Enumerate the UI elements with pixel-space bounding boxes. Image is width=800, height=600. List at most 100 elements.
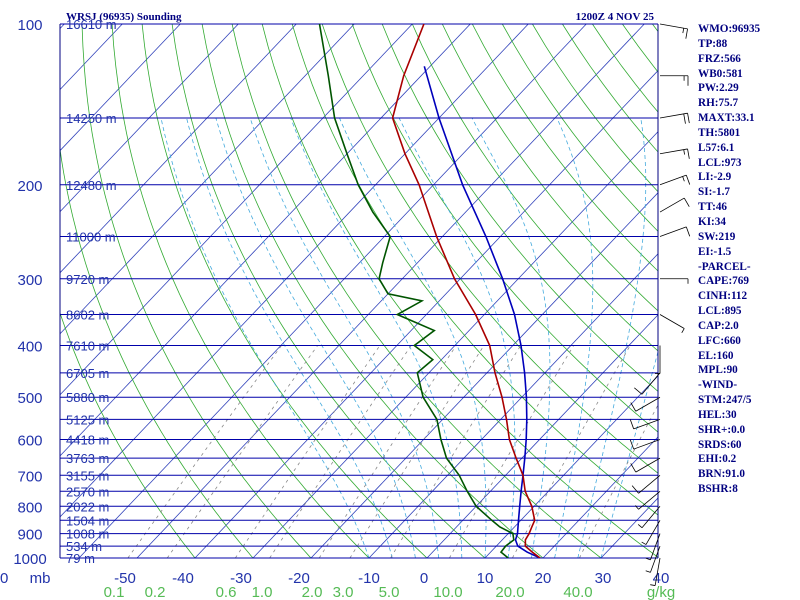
mixing-ratio-line bbox=[269, 345, 412, 558]
temperature-profile-line bbox=[391, 24, 541, 558]
height-label: 12480 m bbox=[66, 178, 117, 193]
index-line: LCL:973 bbox=[698, 156, 742, 169]
height-label: 534 m bbox=[66, 539, 102, 554]
mixing-ratio-label: 0.1 bbox=[104, 584, 125, 600]
wind-barb-half-flag bbox=[682, 176, 685, 182]
wind-barb-flag bbox=[685, 226, 691, 237]
index-line: CAPE:769 bbox=[698, 275, 749, 288]
mixing-ratio-labels: 0.1 0.2 0.6 1.0 2.0 3.0 5.0 10.0 20.0 40.0 g/kg bbox=[104, 584, 676, 600]
wind-barb-flag bbox=[683, 113, 686, 124]
temperature-tick-label: -30 bbox=[230, 570, 252, 587]
wind-barb-flag bbox=[629, 419, 635, 430]
isotherm-line bbox=[60, 24, 297, 274]
indices-panel: WMO:96935 TP:88 FRZ:566 WB0:581 PW:2.29 RH:75… bbox=[698, 22, 798, 497]
temperature-tick-label: -20 bbox=[288, 570, 310, 587]
mixing-ratio-label: 10.0 bbox=[433, 584, 462, 600]
pressure-label: 800 bbox=[17, 499, 42, 516]
moist-adiabat-line bbox=[554, 117, 594, 558]
moist-adiabat-line bbox=[577, 117, 647, 558]
index-line: MPL:90 bbox=[698, 364, 738, 377]
index-line: SRDS:60 bbox=[698, 438, 742, 451]
mixing-ratio-label: 1.0 bbox=[252, 584, 273, 600]
isotherm-line bbox=[60, 24, 529, 518]
isotherm-line bbox=[542, 436, 658, 558]
height-label: 1008 m bbox=[66, 527, 109, 542]
wind-barb-half-flag bbox=[645, 557, 651, 561]
temperature-tick-label: mb bbox=[30, 570, 51, 587]
wind-barb-flag bbox=[630, 402, 637, 412]
temperature-tick-label: -40 bbox=[172, 570, 194, 587]
height-label: 3155 m bbox=[66, 468, 109, 483]
wind-barb-flag bbox=[685, 28, 688, 39]
height-label: 5125 m bbox=[66, 412, 109, 427]
index-line: KI:34 bbox=[698, 215, 726, 228]
height-label: 7610 m bbox=[66, 339, 109, 354]
pressure-label: 900 bbox=[17, 527, 42, 544]
isobar-lines bbox=[59, 23, 659, 559]
mixing-ratio-label: g/kg bbox=[647, 584, 675, 600]
temperature-labels: mb-50-40-30-20-1001020304050 bbox=[0, 570, 669, 587]
temperature-tick-label: 20 bbox=[535, 570, 552, 587]
wind-barb-half-flag bbox=[641, 541, 647, 545]
pressure-label: 400 bbox=[17, 339, 42, 356]
wind-barb-staff bbox=[635, 396, 661, 412]
temperature-tick-label: -50 bbox=[114, 570, 136, 587]
isotherm-line bbox=[0, 24, 6, 558]
wind-barb-flag bbox=[631, 485, 639, 494]
mixing-ratio-line bbox=[234, 345, 381, 558]
temperature-tick-label: 30 bbox=[595, 570, 612, 587]
wind-barb-staff bbox=[638, 490, 661, 510]
dry-adiabat-line bbox=[111, 24, 370, 558]
index-line: LI:-2.9 bbox=[698, 171, 732, 184]
wind-barb-flag bbox=[687, 148, 690, 159]
index-line: EI:-1.5 bbox=[698, 245, 732, 258]
isotherm-line bbox=[136, 24, 645, 558]
wind-barb bbox=[631, 474, 661, 494]
temperature-tick-label: 0 bbox=[420, 570, 428, 587]
height-label: 1504 m bbox=[66, 513, 109, 528]
mixing-ratio-label: 40.0 bbox=[563, 584, 592, 600]
moist-adiabat-line bbox=[471, 117, 551, 558]
wind-barb bbox=[635, 490, 661, 510]
height-label: 2022 m bbox=[66, 499, 109, 514]
wind-barb-flag bbox=[687, 113, 690, 124]
moist-adiabat-line bbox=[186, 117, 393, 558]
height-label: 14250 m bbox=[66, 111, 117, 126]
observation-time: 1200Z 4 NOV 25 bbox=[576, 11, 655, 23]
mixing-ratio-label: 2.0 bbox=[302, 584, 323, 600]
wind-barb-staff bbox=[654, 557, 661, 586]
wind-barb bbox=[641, 520, 661, 545]
moist-adiabat-line bbox=[398, 117, 516, 558]
index-line: EL:160 bbox=[698, 349, 734, 362]
index-line: SW:219 bbox=[698, 230, 736, 243]
dry-adiabat-line bbox=[231, 24, 602, 558]
wind-barb-flag bbox=[685, 175, 691, 185]
index-line: TT:46 bbox=[698, 201, 728, 214]
pressure-label: 500 bbox=[17, 390, 42, 407]
height-label: 5880 m bbox=[66, 390, 109, 405]
wind-barb-staff bbox=[645, 520, 661, 545]
mixing-ratio-label: 0.6 bbox=[216, 584, 237, 600]
wind-barb-half-flag bbox=[645, 570, 651, 573]
index-line: EHI:0.2 bbox=[698, 453, 737, 466]
height-label: 2570 m bbox=[66, 484, 109, 499]
isotherm-line bbox=[194, 70, 658, 558]
index-line: RH:75.7 bbox=[698, 97, 739, 110]
wind-barbs bbox=[629, 23, 691, 586]
isotherm-line bbox=[368, 253, 658, 558]
dewpoint-profile-line bbox=[318, 24, 515, 558]
mixing-ratio-label: 0.2 bbox=[145, 584, 166, 600]
dry-adiabat-line bbox=[81, 24, 312, 558]
index-line: STM:247/5 bbox=[698, 394, 752, 407]
temperature-tick-label: 10 bbox=[477, 570, 494, 587]
wind-barb bbox=[634, 372, 661, 395]
moist-adiabat-line bbox=[249, 117, 439, 558]
wind-barb-staff bbox=[635, 457, 661, 473]
moist-adiabat-line bbox=[160, 117, 370, 558]
sounding-profiles bbox=[318, 24, 541, 558]
wind-barb-staff bbox=[659, 148, 688, 155]
index-line: L57:6.1 bbox=[698, 141, 735, 154]
wind-barb-half-flag bbox=[637, 524, 643, 529]
temperature-tick-label: -10 bbox=[358, 570, 380, 587]
